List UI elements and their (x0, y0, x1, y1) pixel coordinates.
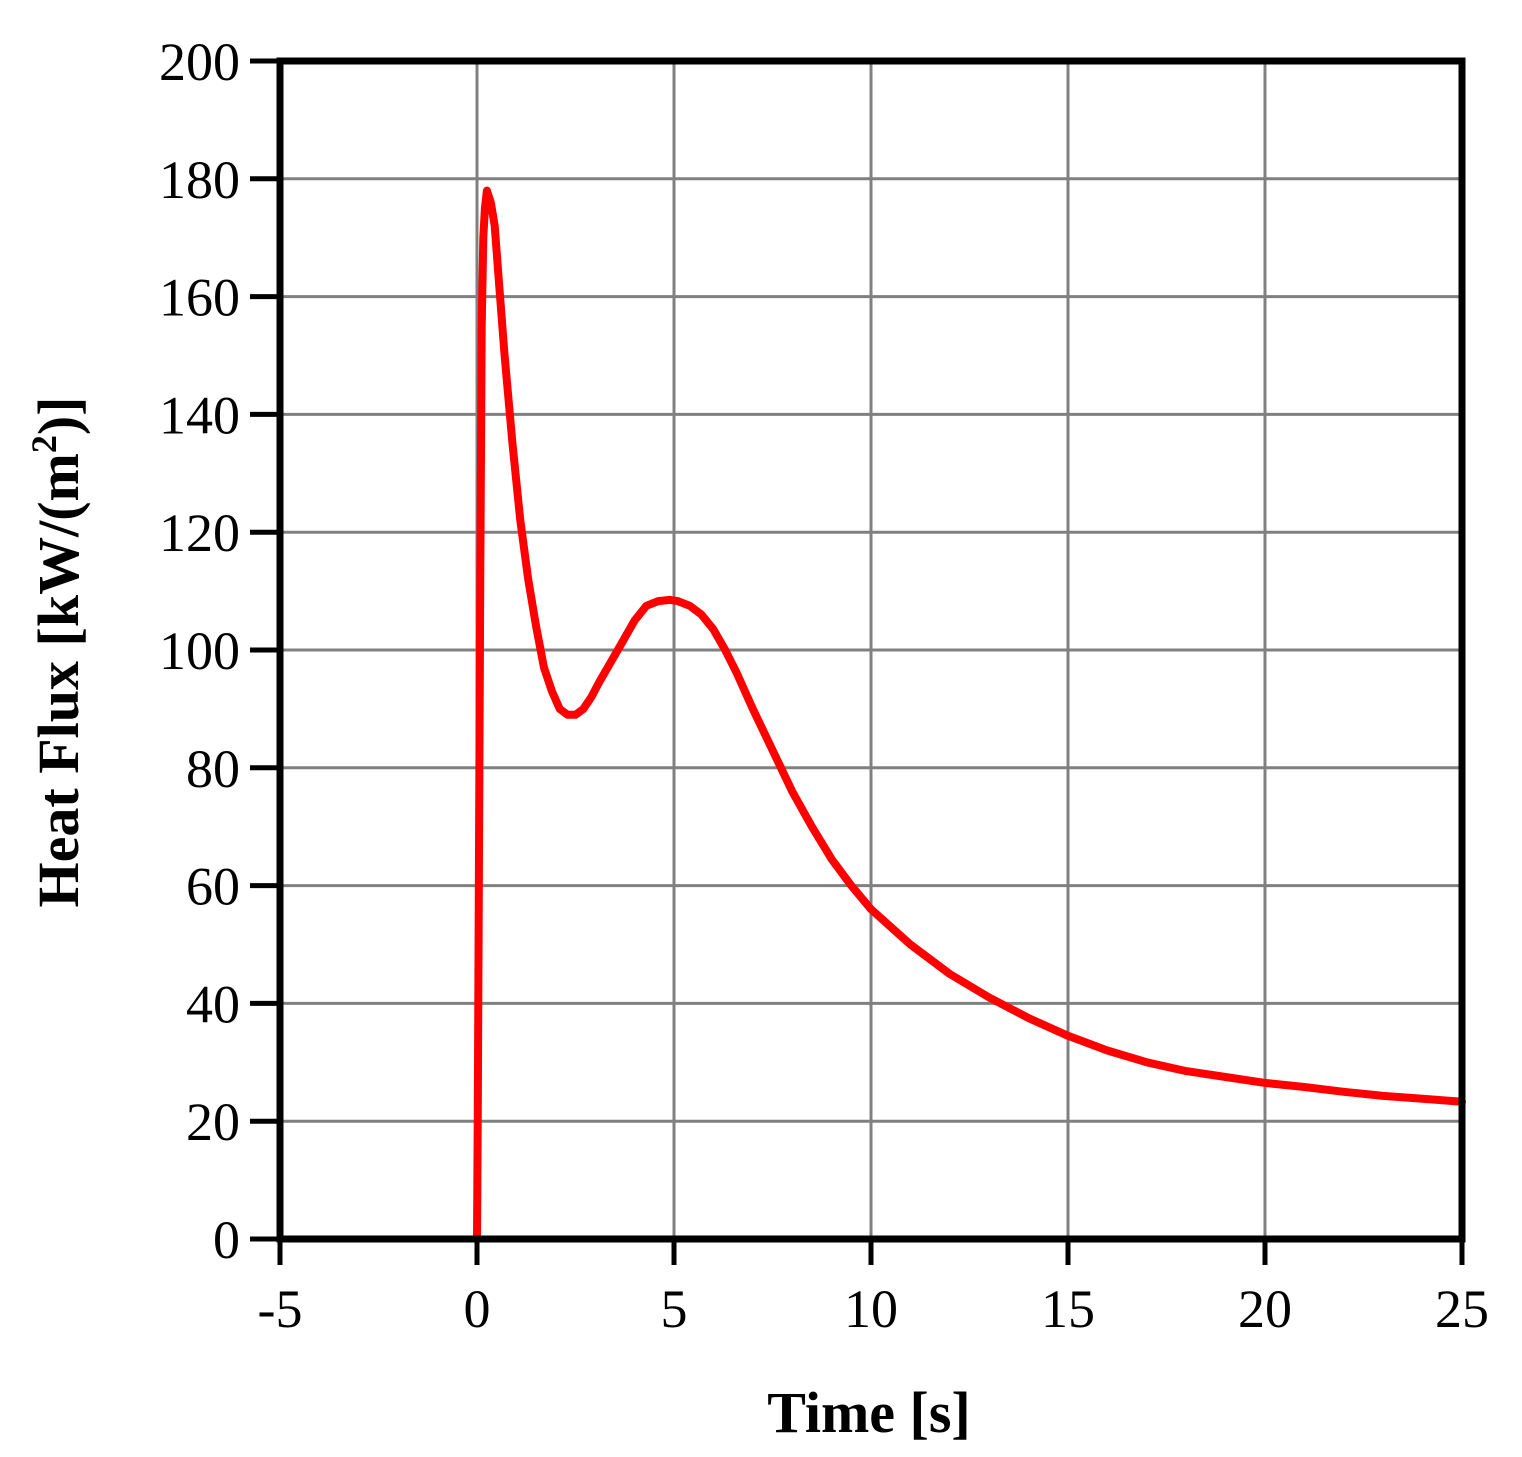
y-tick-label: 200 (159, 32, 240, 92)
x-axis-title: Time [s] (767, 1380, 971, 1445)
y-tick-label: 160 (159, 268, 240, 328)
y-tick-label: 20 (186, 1092, 240, 1152)
series-line (473, 186, 1466, 1243)
y-tick-labels: 0 20 40 60 80 100 120 140 160 180 200 (159, 32, 240, 1270)
y-tick-label: 80 (186, 739, 240, 799)
series-group (473, 186, 1466, 1243)
y-tick-label: 60 (186, 857, 240, 917)
y-tick-label: 40 (186, 974, 240, 1034)
y-tick-label: 180 (159, 150, 240, 210)
x-tick-label: 25 (1435, 1279, 1489, 1339)
tick-marks (250, 58, 1465, 1265)
x-tick-label: -5 (258, 1279, 303, 1339)
y-axis-title-superscript: 2 (24, 435, 64, 453)
grid-lines (278, 59, 1464, 1241)
x-tick-labels: -5 0 5 10 15 20 25 (258, 1279, 1489, 1339)
x-tick-label: 15 (1041, 1279, 1095, 1339)
x-tick-label: 5 (661, 1279, 688, 1339)
y-tick-label: 140 (159, 385, 240, 445)
x-tick-label: 0 (464, 1279, 491, 1339)
x-tick-label: 20 (1238, 1279, 1292, 1339)
x-tick-label: 10 (844, 1279, 898, 1339)
y-axis-title-main: Heat Flux [kW/(m (26, 453, 91, 907)
y-tick-label: 100 (159, 621, 240, 681)
y-axis-title-end: )] (26, 397, 91, 436)
y-axis-title: Heat Flux [kW/(m2)] (24, 397, 91, 908)
y-tick-label: 120 (159, 503, 240, 563)
y-tick-label: 0 (213, 1210, 240, 1270)
